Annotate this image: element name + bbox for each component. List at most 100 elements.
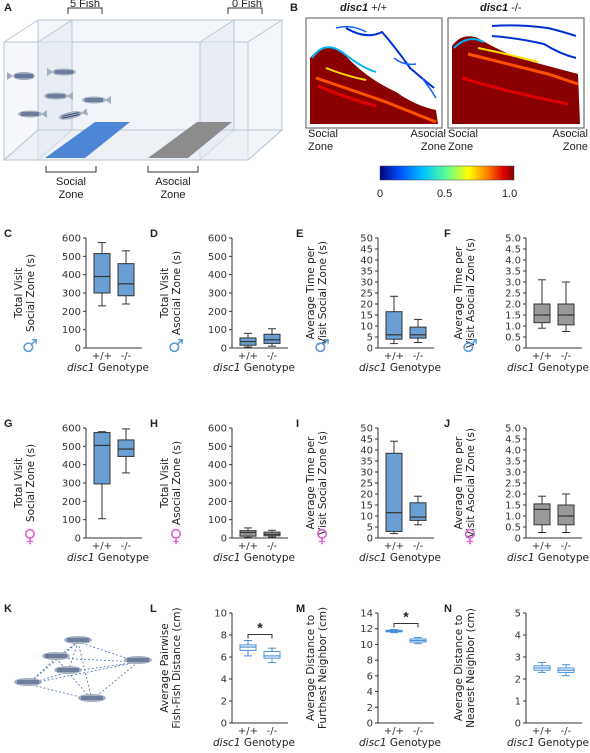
y-tick-label: 0: [221, 534, 227, 545]
box-iqr: [239, 530, 257, 537]
significance-marker: *: [403, 609, 409, 625]
x-tick-label: -/-: [267, 726, 278, 737]
y-tick-label: 4.0: [505, 446, 521, 457]
box-iqr: [385, 452, 403, 532]
colorbar-tick-1: 1.0: [502, 188, 518, 200]
y-tick-label: 8: [367, 656, 373, 667]
y-tick-label: 0: [367, 719, 373, 730]
y-tick-label: 400: [62, 460, 81, 471]
y-tick-label: 2.0: [505, 300, 521, 311]
y-tick-label: 2.0: [505, 490, 521, 501]
y-axis-label: Fish-Fish Distance (cm): [171, 607, 183, 728]
male-symbol-icon: ♂: [22, 336, 38, 357]
panel-label-k: K: [4, 603, 12, 615]
y-tick-label: 20: [360, 490, 373, 501]
y-tick-label: 4: [221, 675, 227, 686]
x-tick-label: +/+: [238, 726, 258, 737]
heatmap-wt-genotype: +/+: [368, 2, 388, 14]
female-symbol-icon: ♀: [23, 526, 36, 547]
y-tick-label: 100: [62, 515, 81, 526]
chart-n: 0 1 2 3 4 5 Average Distance to Nearest Neighbo…: [453, 608, 589, 749]
y-tick-label: 0.5: [505, 523, 521, 534]
y-tick-label: 10: [214, 609, 227, 620]
box-+/+: [93, 242, 111, 307]
y-axis-label: Social Zone (s): [25, 254, 37, 332]
y-tick-label: 5: [367, 333, 373, 344]
x-tick-label: -/-: [121, 541, 132, 552]
y-tick-label: 0: [515, 719, 521, 730]
y-tick-label: 3.5: [505, 457, 521, 468]
y-tick-label: 4: [515, 631, 521, 642]
y-axis-label: Average Distance to: [305, 615, 317, 721]
x-tick-label: +/+: [532, 351, 552, 362]
box-+/+: [533, 279, 551, 329]
box-iqr: [263, 651, 281, 659]
y-tick-label: 200: [208, 307, 227, 318]
panel-label-e: E: [296, 228, 304, 240]
panel-label-f: F: [444, 228, 451, 240]
panel-label-b: B: [290, 2, 298, 14]
x-axis-label: disc1 Genotype: [67, 362, 149, 374]
box-iqr: [533, 303, 551, 324]
y-tick-label: 30: [360, 468, 373, 479]
tank-illustration: [2, 7, 284, 173]
x-tick-label: -/-: [561, 541, 572, 552]
y-tick-label: 0: [221, 344, 227, 355]
x-axis-label: disc1 Genotype: [507, 737, 589, 749]
y-axis-label: Average Time per: [453, 246, 465, 340]
y-tick-label: 1.0: [505, 512, 521, 523]
box-+/+: [239, 527, 257, 538]
y-tick-label: 600: [62, 234, 81, 245]
box-+/+: [239, 332, 257, 348]
y-tick-label: 8: [221, 631, 227, 642]
y-tick-label: 500: [208, 252, 227, 263]
box-iqr: [409, 502, 427, 521]
significance-marker: *: [257, 620, 263, 636]
heatmap-mut-genotype: -/-: [508, 2, 522, 14]
y-tick-label: 5.0: [505, 424, 521, 435]
y-tick-label: 10: [360, 640, 373, 651]
significance-bracket: [247, 634, 273, 639]
box--/-: [409, 636, 427, 645]
x-tick-label: +/+: [384, 726, 404, 737]
y-tick-label: 600: [62, 424, 81, 435]
x-tick-label: +/+: [384, 541, 404, 552]
y-tick-label: 2: [515, 675, 521, 686]
heatmap-mut-asocial-label: Asocial Zone: [552, 128, 588, 153]
heatmap-mut-gene: disc1: [480, 2, 509, 14]
y-axis-label: Social Zone (s): [25, 444, 37, 522]
panel-label-m: M: [296, 603, 306, 615]
male-symbol-icon: ♂: [314, 336, 330, 357]
x-axis-label: disc1 Genotype: [507, 552, 589, 564]
y-tick-label: 40: [360, 256, 373, 267]
x-tick-label: +/+: [238, 351, 258, 362]
y-tick-label: 20: [360, 300, 373, 311]
x-tick-label: -/-: [413, 541, 424, 552]
y-axis-label: Total Visit: [13, 268, 25, 319]
y-tick-label: 3.0: [505, 278, 521, 289]
panel-label-d: D: [150, 228, 158, 240]
asocial-zone-strip: [148, 122, 232, 158]
tank-social-zone-label: Social Zone: [56, 176, 86, 201]
y-tick-label: 4.0: [505, 256, 521, 267]
y-tick-label: 0: [221, 719, 227, 730]
y-tick-label: 6: [367, 671, 373, 682]
y-tick-label: 0.5: [505, 333, 521, 344]
x-tick-label: +/+: [238, 541, 258, 552]
fish-group: [7, 68, 111, 120]
y-tick-label: 10: [360, 322, 373, 333]
female-symbol-icon: ♀: [315, 526, 328, 547]
heatmap-mut-social-label: Social Zone: [448, 128, 478, 153]
y-axis-label: Visit Asocial Zone (s): [465, 238, 477, 348]
y-tick-label: 300: [208, 289, 227, 300]
female-symbol-icon: ♀: [463, 526, 476, 547]
y-tick-label: 600: [208, 424, 227, 435]
y-axis-label: Total Visit: [159, 268, 171, 319]
box--/-: [117, 250, 135, 305]
y-tick-label: 4: [367, 687, 373, 698]
y-tick-label: 0: [367, 534, 373, 545]
chart-m: 0 2 4 6 8 10 12 14 Average Distance to Furthest N…: [305, 607, 441, 749]
y-tick-label: 4.5: [505, 245, 521, 256]
colorbar-tick-0: 0: [377, 188, 384, 200]
heatmap-colorbar: [379, 165, 515, 181]
